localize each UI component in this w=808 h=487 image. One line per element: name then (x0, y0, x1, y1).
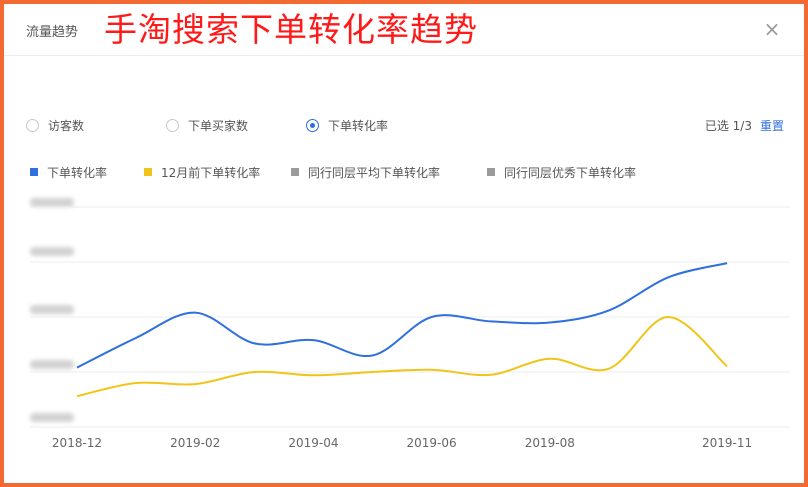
metric-option-label: 访客数 (48, 118, 85, 133)
y-tick-label-blurred (30, 360, 74, 369)
metric-option-buyers[interactable]: 下单买家数 (166, 116, 248, 134)
data-point[interactable] (309, 371, 317, 379)
data-point[interactable] (132, 379, 140, 387)
x-tick-label: 2019-04 (288, 436, 338, 450)
metric-radio-group: 访客数 下单买家数 下单转化率 (26, 116, 786, 134)
metric-option-visitors[interactable]: 访客数 (26, 116, 84, 134)
overlay-annotation-title: 手淘搜索下单转化率趋势 (104, 10, 478, 49)
data-point[interactable] (546, 319, 554, 327)
metric-option-conversion-rate[interactable]: 下单转化率 (306, 116, 388, 134)
data-point[interactable] (487, 371, 495, 379)
y-tick-label-blurred (30, 198, 74, 207)
x-tick-label: 2019-08 (525, 436, 575, 450)
selection-summary: 已选 1/3 重置 (705, 116, 784, 134)
legend-label: 同行同层平均下单转化率 (308, 165, 441, 180)
x-tick-label: 2019-02 (170, 436, 220, 450)
data-point[interactable] (250, 368, 258, 376)
data-point[interactable] (428, 366, 436, 374)
legend-swatch (291, 168, 299, 176)
metric-option-label: 下单买家数 (188, 118, 249, 133)
radio-icon (26, 118, 39, 132)
legend-item-peer-excellent[interactable]: 同行同层优秀下单转化率 (487, 164, 636, 180)
data-point[interactable] (132, 334, 140, 342)
data-point[interactable] (73, 364, 81, 372)
close-button[interactable]: × (763, 17, 781, 41)
data-point[interactable] (723, 363, 731, 371)
y-tick-label-blurred (30, 413, 74, 422)
legend-item-conversion[interactable]: 下单转化率 (30, 164, 107, 180)
data-point[interactable] (369, 352, 377, 360)
series-line-1[interactable] (76, 315, 728, 398)
legend-swatch (30, 168, 38, 176)
data-point[interactable] (428, 313, 436, 321)
reset-link[interactable]: 重置 (759, 118, 784, 133)
legend-swatch (487, 168, 495, 176)
legend-label: 12月前下单转化率 (161, 165, 261, 180)
data-point[interactable] (546, 355, 554, 363)
legend-label: 同行同层优秀下单转化率 (504, 165, 637, 180)
x-tick-label: 2019-06 (407, 436, 457, 450)
dialog-header: 流量趋势 手淘搜索下单转化率趋势 × (4, 4, 804, 56)
data-point[interactable] (664, 313, 672, 321)
data-point[interactable] (605, 365, 613, 373)
series-line-0[interactable] (76, 262, 728, 369)
radio-selected-icon (306, 118, 319, 132)
metric-option-label: 下单转化率 (328, 118, 389, 133)
data-point[interactable] (73, 392, 81, 400)
data-point[interactable] (191, 309, 199, 317)
data-point[interactable] (664, 273, 672, 281)
legend-swatch (144, 168, 152, 176)
data-point[interactable] (723, 259, 731, 267)
legend-label: 下单转化率 (47, 165, 108, 180)
y-tick-label-blurred (30, 305, 74, 314)
data-point[interactable] (250, 339, 258, 347)
x-tick-label: 2018-12 (52, 436, 102, 450)
panel-title: 流量趋势 (26, 25, 79, 40)
legend-item-prior-conversion[interactable]: 12月前下单转化率 (144, 164, 260, 180)
selected-count: 已选 1/3 (704, 118, 752, 133)
x-tick-label: 2019-11 (702, 436, 752, 450)
data-point[interactable] (369, 368, 377, 376)
legend-item-peer-average[interactable]: 同行同层平均下单转化率 (291, 164, 440, 180)
data-point[interactable] (605, 306, 613, 314)
radio-icon (166, 118, 179, 132)
chart-legend: 下单转化率 12月前下单转化率 同行同层平均下单转化率 同行同层优秀下单转化率 (30, 164, 790, 180)
data-point[interactable] (191, 380, 199, 388)
y-tick-label-blurred (30, 247, 74, 256)
data-point[interactable] (309, 336, 317, 344)
data-point[interactable] (487, 317, 495, 325)
